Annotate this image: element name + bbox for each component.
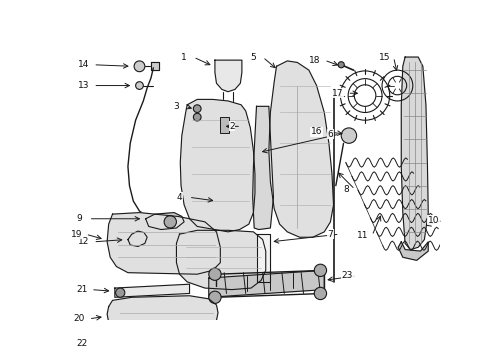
Text: 6: 6 xyxy=(327,130,333,139)
Circle shape xyxy=(194,113,201,121)
Text: 11: 11 xyxy=(357,231,368,240)
Polygon shape xyxy=(151,62,159,70)
Circle shape xyxy=(209,268,221,280)
Text: 19: 19 xyxy=(71,230,82,239)
Circle shape xyxy=(341,128,357,143)
Polygon shape xyxy=(115,284,190,297)
Text: 17: 17 xyxy=(332,89,344,98)
Text: 3: 3 xyxy=(173,102,179,111)
Polygon shape xyxy=(176,230,266,289)
Text: 2: 2 xyxy=(229,122,235,131)
Polygon shape xyxy=(209,270,324,297)
Text: 13: 13 xyxy=(78,81,90,90)
Text: 4: 4 xyxy=(177,193,182,202)
Text: 16: 16 xyxy=(311,127,322,136)
Circle shape xyxy=(116,288,125,297)
Circle shape xyxy=(314,264,327,276)
Polygon shape xyxy=(253,106,273,230)
Circle shape xyxy=(338,62,344,68)
Polygon shape xyxy=(115,337,197,350)
Text: 5: 5 xyxy=(250,53,256,62)
Circle shape xyxy=(164,216,176,228)
Text: 12: 12 xyxy=(78,237,90,246)
Polygon shape xyxy=(257,234,270,282)
Circle shape xyxy=(194,105,201,112)
Polygon shape xyxy=(398,242,428,260)
Polygon shape xyxy=(146,213,184,230)
Polygon shape xyxy=(107,213,220,274)
Text: 23: 23 xyxy=(342,271,353,280)
Text: 18: 18 xyxy=(309,56,321,65)
Text: 1: 1 xyxy=(181,53,187,62)
Text: 8: 8 xyxy=(343,185,349,194)
Text: 9: 9 xyxy=(76,214,82,223)
FancyBboxPatch shape xyxy=(220,117,229,132)
Polygon shape xyxy=(215,60,242,92)
Text: 15: 15 xyxy=(379,53,390,62)
Polygon shape xyxy=(180,99,255,232)
Polygon shape xyxy=(401,57,428,249)
Text: 22: 22 xyxy=(76,339,87,348)
Polygon shape xyxy=(107,296,218,330)
Text: 21: 21 xyxy=(76,285,87,294)
Text: 14: 14 xyxy=(78,60,90,69)
Polygon shape xyxy=(269,61,334,237)
Circle shape xyxy=(134,61,145,72)
Circle shape xyxy=(136,82,144,89)
Text: 7: 7 xyxy=(327,230,333,239)
Text: 20: 20 xyxy=(74,314,85,323)
Text: 10: 10 xyxy=(428,216,440,225)
Circle shape xyxy=(314,287,327,300)
Circle shape xyxy=(209,291,221,303)
